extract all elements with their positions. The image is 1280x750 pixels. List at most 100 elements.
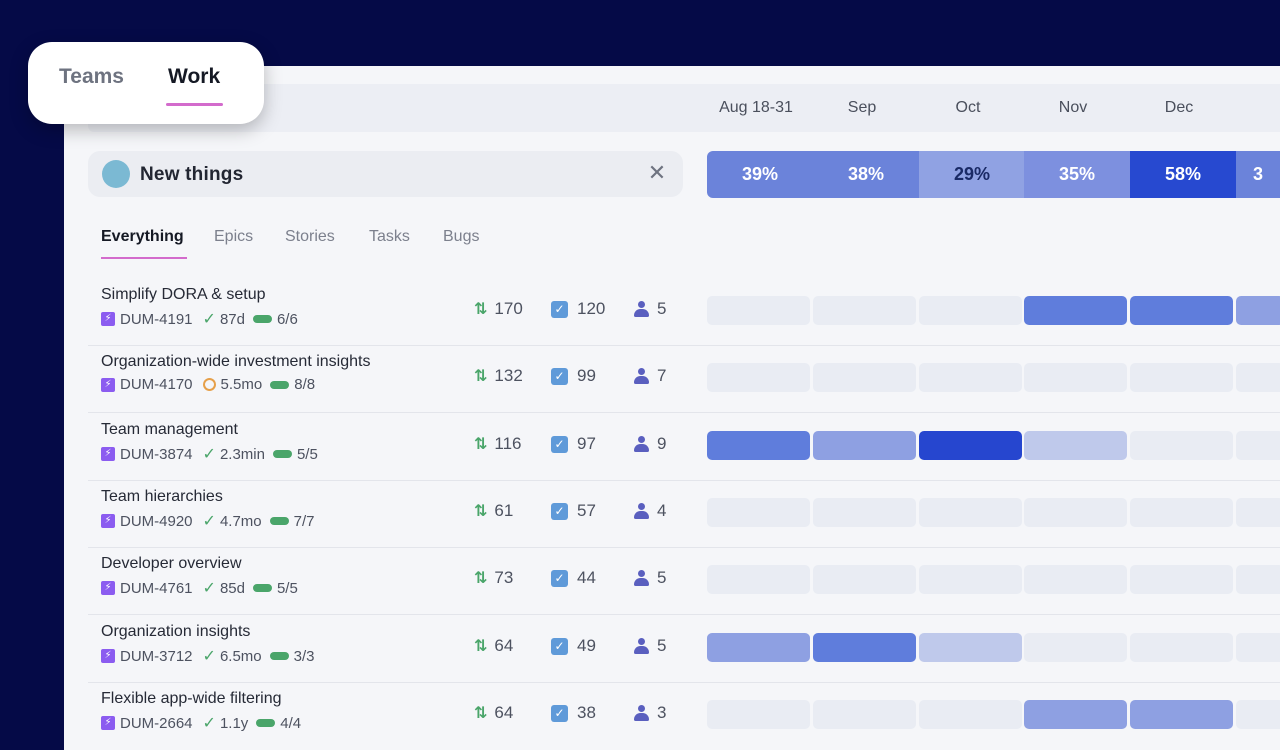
- month-label: Sep: [847, 99, 877, 116]
- work-item-progress: 4/4: [280, 714, 302, 732]
- checkbox-icon: ✓: [551, 435, 568, 453]
- timeline-cell[interactable]: [1130, 363, 1233, 392]
- table-row[interactable]: Simplify DORA & setup ⚡ DUM-4191 ✓ 87d 6/6 ⇅ 17…: [88, 286, 1280, 352]
- table-row[interactable]: Team hierarchies ⚡ DUM-4920 ✓ 4.7mo 7/7 ⇅ 61 ✓ 57…: [88, 488, 1280, 554]
- timeline-cell[interactable]: [707, 565, 810, 594]
- timeline-cell[interactable]: [1130, 498, 1233, 527]
- filter-chip[interactable]: New things ✕: [88, 151, 683, 197]
- timeline-cell[interactable]: [707, 633, 810, 662]
- tasks-stat: ✓ 38: [551, 703, 596, 723]
- timeline-cell[interactable]: [919, 700, 1022, 729]
- timeline-cell[interactable]: [1130, 633, 1233, 662]
- timeline-cell[interactable]: [1024, 363, 1127, 392]
- timeline-cell[interactable]: [1236, 633, 1280, 662]
- checkbox-icon: ✓: [551, 569, 568, 587]
- timeline-cell[interactable]: [1236, 363, 1280, 392]
- timeline-cell[interactable]: [1024, 296, 1127, 325]
- timeline-cell[interactable]: [919, 363, 1022, 392]
- timeline-cell[interactable]: [919, 633, 1022, 662]
- work-item-id: DUM-4920: [120, 512, 193, 530]
- close-icon[interactable]: ✕: [647, 160, 667, 185]
- timeline-cell[interactable]: [1236, 700, 1280, 729]
- work-item-duration: 4.7mo: [219, 512, 262, 530]
- work-item-title[interactable]: Organization insights: [101, 623, 251, 640]
- subtab-bugs[interactable]: Bugs: [443, 228, 480, 245]
- timeline-cell[interactable]: [919, 565, 1022, 594]
- timeline-cell[interactable]: [813, 700, 916, 729]
- timeline-cell[interactable]: [707, 498, 810, 527]
- timeline-cell[interactable]: [1024, 633, 1127, 662]
- pull-request-icon: ⇅: [474, 436, 488, 453]
- row-divider: [88, 614, 1280, 615]
- table-row[interactable]: Flexible app-wide filtering ⚡ DUM-2664 ✓ 1.1…: [88, 690, 1280, 750]
- task-count: 97: [577, 434, 596, 453]
- timeline-cell[interactable]: [813, 431, 916, 460]
- user-icon: [633, 637, 650, 655]
- timeline-cell[interactable]: [1024, 700, 1127, 729]
- work-item-title[interactable]: Organization-wide investment insights: [101, 353, 371, 370]
- pull-requests-stat: ⇅ 132: [474, 366, 523, 386]
- row-divider: [88, 547, 1280, 548]
- timeline-cell[interactable]: [813, 565, 916, 594]
- month-label: Dec: [1164, 99, 1194, 116]
- task-count: 99: [577, 366, 596, 385]
- pull-request-count: 64: [494, 636, 514, 655]
- row-divider: [88, 480, 1280, 481]
- timeline-cell[interactable]: [813, 633, 916, 662]
- pull-requests-stat: ⇅ 64: [474, 703, 513, 723]
- work-item-meta: ⚡ DUM-3712 ✓ 6.5mo 3/3: [101, 646, 315, 666]
- timeline-cell[interactable]: [919, 296, 1022, 325]
- month-label: Oct: [955, 99, 981, 116]
- work-item-title[interactable]: Team management: [101, 421, 238, 438]
- tab-work[interactable]: Work: [168, 65, 221, 88]
- pull-requests-stat: ⇅ 116: [474, 434, 522, 454]
- timeline-cell[interactable]: [919, 431, 1022, 460]
- timeline-cell[interactable]: [707, 431, 810, 460]
- table-row[interactable]: Developer overview ⚡ DUM-4761 ✓ 85d 5/5 ⇅ 73 ✓ 44…: [88, 555, 1280, 621]
- work-item-title[interactable]: Team hierarchies: [101, 488, 223, 505]
- user-icon: [633, 502, 650, 520]
- table-row[interactable]: Team management ⚡ DUM-3874 ✓ 2.3min 5/5 ⇅ 116 ✓ 9…: [88, 421, 1280, 487]
- work-panel: Aug 18-31SepOctNovDecJ New things ✕ 39%3…: [64, 66, 1280, 750]
- month-label: Nov: [1058, 99, 1088, 116]
- subtab-stories[interactable]: Stories: [285, 228, 335, 245]
- table-row[interactable]: Organization-wide investment insights ⚡ DU…: [88, 353, 1280, 419]
- timeline-cell[interactable]: [1130, 431, 1233, 460]
- timeline-cell[interactable]: [1236, 565, 1280, 594]
- timeline-cell[interactable]: [919, 498, 1022, 527]
- user-icon: [633, 300, 650, 318]
- work-item-title[interactable]: Simplify DORA & setup: [101, 286, 266, 303]
- people-count: 9: [657, 434, 667, 453]
- work-item-title[interactable]: Developer overview: [101, 555, 242, 572]
- timeline-cell[interactable]: [707, 296, 810, 325]
- work-item-meta: ⚡ DUM-3874 ✓ 2.3min 5/5: [101, 444, 318, 464]
- people-stat: 5: [633, 299, 666, 319]
- active-subtab-underline: [101, 257, 187, 259]
- progress-pill-icon: [269, 652, 289, 660]
- timeline-cell[interactable]: [1130, 700, 1233, 729]
- timeline-cell[interactable]: [1236, 498, 1280, 527]
- timeline-cell[interactable]: [1024, 565, 1127, 594]
- timeline-cell[interactable]: [813, 363, 916, 392]
- timeline-cell[interactable]: [707, 363, 810, 392]
- epic-icon: ⚡: [101, 514, 115, 528]
- table-row[interactable]: Organization insights ⚡ DUM-3712 ✓ 6.5mo 3/3 ⇅…: [88, 623, 1280, 689]
- pull-request-count: 132: [494, 366, 523, 385]
- timeline-cell[interactable]: [1130, 565, 1233, 594]
- tab-teams[interactable]: Teams: [59, 65, 124, 88]
- timeline-cell[interactable]: [813, 296, 916, 325]
- subtab-tasks[interactable]: Tasks: [369, 228, 410, 245]
- work-item-progress: 5/5: [296, 445, 318, 463]
- work-item-title[interactable]: Flexible app-wide filtering: [101, 690, 282, 707]
- timeline-cell[interactable]: [1130, 296, 1233, 325]
- timeline-cell[interactable]: [1024, 498, 1127, 527]
- timeline-cell[interactable]: [813, 498, 916, 527]
- user-icon: [633, 569, 650, 587]
- timeline-cell[interactable]: [707, 700, 810, 729]
- work-item-progress: 7/7: [293, 512, 315, 530]
- timeline-cell[interactable]: [1024, 431, 1127, 460]
- subtab-epics[interactable]: Epics: [214, 228, 254, 245]
- subtab-everything[interactable]: Everything: [101, 228, 184, 245]
- timeline-cell[interactable]: [1236, 431, 1280, 460]
- timeline-cell[interactable]: [1236, 296, 1280, 325]
